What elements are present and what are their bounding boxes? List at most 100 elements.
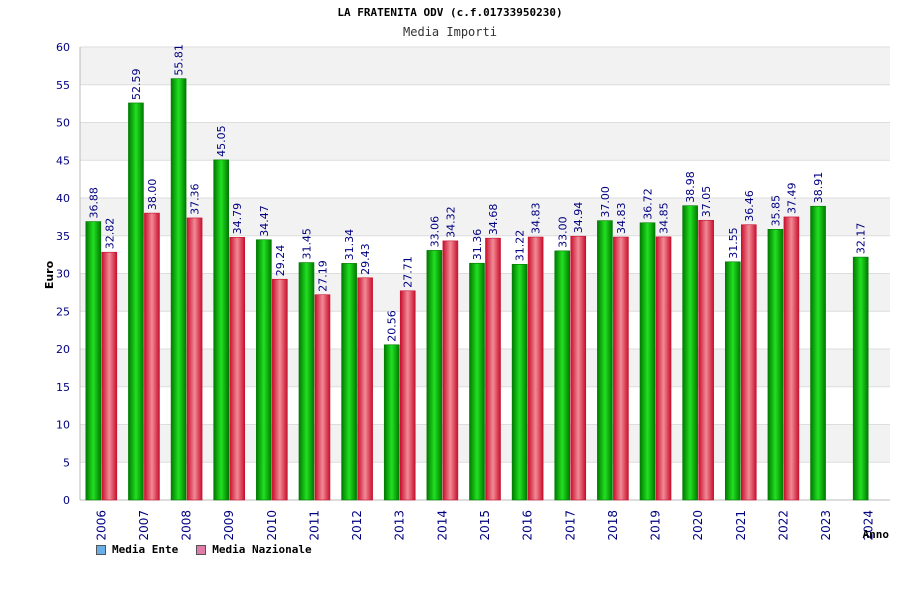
x-tick-label: 2011 xyxy=(307,510,321,541)
x-tick-label: 2021 xyxy=(734,510,748,541)
bar-value-label: 36.72 xyxy=(642,188,655,220)
x-tick-label: 2019 xyxy=(649,510,663,541)
grid-band xyxy=(80,47,890,85)
bar-media-nazionale xyxy=(101,251,118,501)
y-tick-label: 55 xyxy=(56,79,70,92)
bar-value-label: 20.56 xyxy=(386,310,399,342)
bar-media-nazionale xyxy=(186,217,203,501)
y-axis-label: Euro xyxy=(43,260,56,289)
bar-media-nazionale xyxy=(229,237,246,501)
bar-value-label: 34.83 xyxy=(530,203,543,235)
bar-media-ente xyxy=(597,220,613,501)
x-tick-label: 2017 xyxy=(563,510,577,541)
legend-label-ente: Media Ente xyxy=(112,543,179,556)
y-tick-label: 10 xyxy=(56,419,70,432)
y-tick-label: 50 xyxy=(56,117,70,130)
bar-media-ente xyxy=(469,262,485,501)
legend-label-nazionale: Media Nazionale xyxy=(212,543,312,556)
x-tick-label: 2023 xyxy=(819,510,833,541)
x-tick-label: 2009 xyxy=(222,510,236,541)
x-tick-label: 2006 xyxy=(94,510,108,541)
bar-media-ente xyxy=(767,229,784,501)
bar-value-label: 34.47 xyxy=(258,205,271,237)
bar-media-nazionale xyxy=(144,212,160,501)
bar-value-label: 34.94 xyxy=(572,202,585,234)
bar-value-label: 34.79 xyxy=(231,203,244,234)
bar-value-label: 38.00 xyxy=(146,179,159,211)
bar-value-label: 29.43 xyxy=(359,243,372,275)
bar-media-ente xyxy=(810,205,826,501)
bar-media-nazionale xyxy=(272,278,288,501)
bar-value-label: 34.83 xyxy=(615,203,628,235)
x-axis-label: Anno xyxy=(863,528,890,541)
y-tick-label: 30 xyxy=(56,268,70,281)
bar-value-label: 33.06 xyxy=(428,216,441,248)
bar-value-label: 34.85 xyxy=(658,202,671,234)
bar-value-label: 38.91 xyxy=(812,172,825,204)
bar-media-nazionale xyxy=(655,236,672,501)
bar-value-label: 31.36 xyxy=(471,229,484,261)
x-tick-label: 2020 xyxy=(691,510,705,541)
y-tick-label: 60 xyxy=(56,41,70,54)
bar-value-label: 36.88 xyxy=(87,187,100,219)
x-tick-label: 2013 xyxy=(393,510,407,541)
bar-value-label: 32.17 xyxy=(855,223,868,255)
bar-media-ente xyxy=(639,222,656,501)
x-tick-label: 2024 xyxy=(862,510,876,541)
bar-value-label: 55.81 xyxy=(173,44,186,76)
bar-media-ente xyxy=(682,205,698,501)
bars xyxy=(85,78,869,501)
bar-value-label: 31.45 xyxy=(300,228,313,260)
x-tick-label: 2010 xyxy=(265,510,279,541)
x-tick-label: 2014 xyxy=(435,510,449,541)
bar-media-nazionale xyxy=(399,290,416,501)
bar-value-label: 37.49 xyxy=(785,182,798,214)
bar-value-label: 31.22 xyxy=(514,230,527,262)
x-tick-label: 2007 xyxy=(137,510,151,541)
y-tick-label: 40 xyxy=(56,192,70,205)
legend-swatch-ente xyxy=(96,544,106,555)
bar-media-ente xyxy=(341,263,357,501)
bar-value-label: 37.36 xyxy=(189,183,202,215)
bar-media-nazionale xyxy=(570,235,587,501)
bar-value-label: 31.55 xyxy=(727,227,740,259)
bar-media-nazionale xyxy=(357,277,373,501)
legend-swatch-nazionale xyxy=(196,544,207,555)
bar-value-label: 35.85 xyxy=(769,195,782,227)
bar-media-ente xyxy=(511,263,528,501)
bar-media-ente xyxy=(85,221,102,501)
y-tick-label: 25 xyxy=(56,305,70,318)
bar-media-ente xyxy=(426,250,443,501)
y-tick-label: 35 xyxy=(56,230,70,243)
legend: Media Ente Media Nazionale xyxy=(96,543,312,556)
y-tick-label: 5 xyxy=(63,456,70,469)
bar-value-label: 37.05 xyxy=(700,186,713,218)
bar-media-nazionale xyxy=(485,237,501,501)
bar-value-label: 34.32 xyxy=(444,206,457,238)
x-axis-ticks: 2006 2007 2008 2009 2010 2011 2012 2013 2014 2015… xyxy=(94,510,875,541)
x-tick-label: 2018 xyxy=(606,510,620,541)
bar-value-label: 31.34 xyxy=(343,229,356,261)
x-tick-label: 2008 xyxy=(180,510,194,541)
y-tick-label: 15 xyxy=(56,381,70,394)
bar-value-label: 38.98 xyxy=(684,171,697,203)
bar-value-label: 27.19 xyxy=(316,260,329,292)
bar-value-label: 32.82 xyxy=(103,218,116,250)
bar-media-ente xyxy=(724,261,741,501)
y-tick-label: 0 xyxy=(63,494,70,507)
y-axis-ticks: 0 5 10 15 20 25 30 35 40 45 50 55 60 xyxy=(56,41,70,507)
bar-media-ente xyxy=(554,250,571,501)
bar-media-nazionale xyxy=(314,294,331,501)
bar-media-ente xyxy=(128,102,144,501)
bar-value-label: 45.05 xyxy=(215,125,228,156)
bar-media-nazionale xyxy=(442,240,459,501)
legend-item-ente: Media Ente xyxy=(96,543,178,556)
bar-value-label: 52.59 xyxy=(130,68,143,100)
bar-value-label: 29.24 xyxy=(274,245,287,277)
bar-media-ente xyxy=(256,239,272,501)
bar-media-nazionale xyxy=(783,216,800,501)
bar-media-ente xyxy=(298,262,315,501)
x-tick-label: 2022 xyxy=(776,510,790,541)
